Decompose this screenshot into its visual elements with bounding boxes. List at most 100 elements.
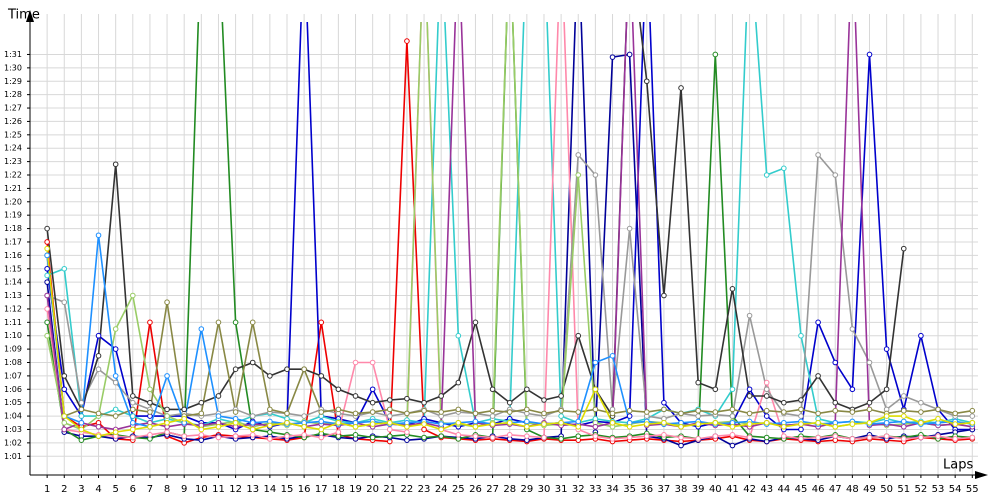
data-point	[695, 379, 701, 386]
y-tick-label: 1:27	[4, 104, 22, 113]
x-tick-label: 11	[212, 484, 225, 495]
data-point	[609, 54, 616, 60]
data-point	[558, 436, 564, 442]
data-point	[147, 399, 153, 406]
data-point	[781, 399, 787, 406]
data-point	[763, 393, 770, 399]
y-tick-label: 1:04	[4, 412, 22, 421]
data-point	[386, 413, 393, 419]
data-point	[404, 429, 410, 435]
data-point	[369, 399, 376, 406]
data-point	[352, 359, 359, 366]
data-point	[267, 429, 273, 435]
data-point	[472, 433, 479, 439]
data-point	[506, 432, 513, 438]
x-tick-label: 27	[486, 484, 499, 495]
x-tick-label: 15	[281, 484, 294, 495]
data-point	[900, 393, 907, 399]
data-point	[44, 306, 50, 312]
data-point	[455, 419, 462, 426]
data-point	[421, 421, 427, 427]
data-point	[575, 418, 582, 425]
data-point	[147, 386, 153, 393]
data-point	[575, 172, 582, 178]
data-point	[643, 433, 650, 439]
data-point	[746, 386, 753, 393]
data-point	[969, 413, 976, 419]
data-point	[952, 421, 958, 427]
y-tick-label: 1:01	[4, 452, 22, 461]
data-point	[575, 423, 582, 430]
data-point	[883, 419, 890, 426]
data-point	[524, 418, 530, 425]
data-point	[301, 432, 307, 438]
data-point	[489, 434, 496, 441]
data-point	[421, 426, 427, 433]
data-point	[215, 423, 222, 430]
data-point	[215, 319, 222, 326]
data-point	[746, 312, 753, 319]
data-point	[609, 353, 616, 359]
data-point	[900, 407, 907, 414]
x-tick-label: 30	[538, 484, 551, 495]
data-point	[935, 415, 941, 422]
data-point	[661, 399, 667, 406]
data-point	[249, 319, 256, 326]
x-tick-label: 49	[863, 484, 876, 495]
data-point	[129, 406, 136, 413]
data-point	[112, 406, 119, 413]
x-tick-label: 4	[95, 484, 101, 495]
x-tick-label: 35	[623, 484, 636, 495]
x-tick-label: 55	[966, 484, 979, 495]
data-point	[112, 429, 119, 435]
data-point	[763, 419, 770, 426]
data-point	[832, 359, 839, 366]
data-point	[198, 426, 205, 433]
x-tick-label: 3	[78, 484, 84, 495]
data-point	[575, 409, 582, 415]
x-tick-label: 36	[640, 484, 653, 495]
data-point	[301, 366, 307, 372]
data-point	[129, 419, 136, 426]
data-point	[558, 393, 564, 399]
data-point	[678, 410, 684, 417]
x-tick-label: 51	[897, 484, 910, 495]
y-tick-label: 1:02	[4, 438, 22, 447]
data-point	[900, 413, 907, 419]
data-point	[181, 406, 187, 413]
data-point	[95, 353, 102, 359]
data-point	[712, 51, 719, 58]
data-point	[147, 409, 153, 415]
data-point	[232, 319, 239, 326]
data-point	[472, 423, 479, 430]
data-point	[849, 409, 856, 415]
x-tick-label: 52	[915, 484, 928, 495]
data-point	[78, 413, 85, 419]
x-tick-label: 43	[760, 484, 773, 495]
data-point	[815, 319, 821, 326]
y-tick-label: 1:09	[4, 345, 22, 354]
data-point	[506, 399, 513, 406]
y-tick-label: 1:21	[4, 184, 22, 193]
x-tick-label: 50	[880, 484, 893, 495]
data-point	[763, 379, 770, 386]
data-point	[883, 386, 890, 393]
data-point	[472, 418, 479, 425]
data-point	[198, 437, 205, 443]
y-tick-label: 1:13	[4, 291, 22, 300]
x-tick-label: 14	[263, 484, 276, 495]
data-point	[44, 252, 50, 259]
x-tick-label: 24	[435, 484, 448, 495]
x-tick-label: 47	[829, 484, 842, 495]
data-point	[147, 319, 153, 326]
data-point	[678, 85, 684, 91]
series-layer	[44, 22, 976, 449]
x-tick-label: 37	[658, 484, 671, 495]
data-point	[781, 409, 787, 415]
data-point	[44, 265, 50, 272]
data-point	[575, 152, 582, 158]
data-point	[712, 386, 719, 393]
data-point	[832, 407, 839, 414]
data-point	[918, 399, 924, 406]
